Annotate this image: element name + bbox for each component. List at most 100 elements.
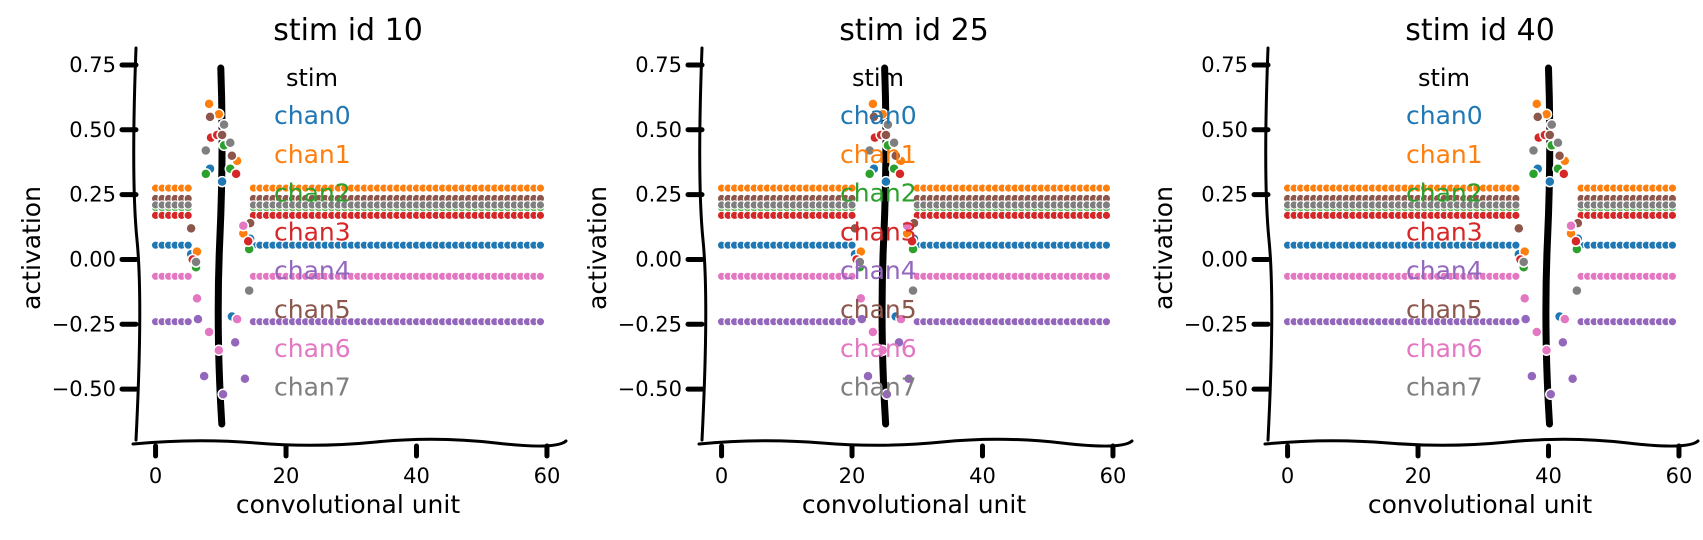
legend-entry-chan4: chan4 bbox=[840, 256, 917, 285]
y-tick-label: 0.00 bbox=[635, 247, 682, 271]
legend-entry-chan7: chan7 bbox=[1406, 373, 1483, 402]
data-point bbox=[876, 344, 889, 356]
data-point bbox=[863, 144, 876, 157]
data-point bbox=[1531, 98, 1543, 110]
series-chan4 bbox=[150, 313, 546, 401]
legend-entry-chan3: chan3 bbox=[274, 217, 351, 246]
data-point bbox=[1565, 219, 1577, 232]
markers bbox=[1282, 98, 1678, 401]
data-point bbox=[847, 200, 857, 210]
data-point bbox=[1511, 271, 1521, 282]
legend-entry-chan6: chan6 bbox=[840, 334, 917, 363]
y-tick-label: 0.50 bbox=[69, 118, 116, 142]
legend-title: stim bbox=[1418, 64, 1470, 92]
series-chan4 bbox=[1282, 313, 1678, 401]
data-point bbox=[226, 149, 238, 162]
data-point bbox=[535, 210, 546, 221]
data-point bbox=[856, 313, 868, 325]
data-point bbox=[183, 271, 193, 282]
data-point bbox=[204, 111, 216, 123]
data-point bbox=[183, 200, 193, 210]
legend-entry-chan1: chan1 bbox=[274, 140, 351, 169]
y-tick-label: 0.75 bbox=[635, 53, 682, 77]
data-point bbox=[1526, 370, 1538, 382]
x-tick-label: 40 bbox=[1535, 464, 1562, 488]
data-point bbox=[216, 175, 228, 188]
legend-entry-chan5: chan5 bbox=[274, 295, 351, 324]
y-tick-label: 0.25 bbox=[635, 183, 682, 207]
series-chan7 bbox=[1282, 118, 1678, 297]
data-point bbox=[216, 129, 228, 141]
data-point bbox=[1518, 292, 1531, 305]
x-tick-label: 20 bbox=[1405, 464, 1432, 488]
y-axis-line bbox=[132, 46, 142, 442]
x-tick-label: 40 bbox=[969, 464, 996, 488]
chart-panel-2: stim id 25 0.75 0.50 0.25 0.00 −0.25 −0.50 0 20 4… bbox=[583, 13, 1134, 519]
series-chan1 bbox=[1282, 98, 1678, 258]
x-axis-line bbox=[131, 437, 568, 448]
data-point bbox=[535, 200, 546, 210]
data-point bbox=[183, 240, 193, 250]
data-point bbox=[242, 235, 254, 248]
data-point bbox=[906, 235, 918, 248]
data-point bbox=[895, 313, 907, 325]
data-point bbox=[868, 111, 880, 123]
legend-entry-chan3: chan3 bbox=[1406, 217, 1483, 246]
x-tick-label: 60 bbox=[1100, 464, 1127, 488]
data-point bbox=[1513, 222, 1525, 235]
legend-entry-chan1: chan1 bbox=[1406, 140, 1483, 169]
data-point bbox=[1517, 256, 1530, 268]
series-chan6 bbox=[1282, 219, 1678, 356]
series-chan4 bbox=[716, 313, 1112, 401]
legend-title: stim bbox=[852, 64, 904, 92]
series-chan3 bbox=[1282, 129, 1678, 266]
legend: stim chan0 chan1 chan2 chan3 chan4 chan5 chan6 c… bbox=[274, 64, 351, 402]
data-point bbox=[1571, 284, 1583, 297]
data-point bbox=[224, 137, 237, 149]
data-point bbox=[185, 222, 197, 235]
data-point bbox=[198, 370, 210, 382]
y-axis-line bbox=[698, 46, 708, 442]
y-tick-label: 0.25 bbox=[1201, 183, 1248, 207]
data-point bbox=[880, 175, 892, 188]
data-point bbox=[854, 256, 866, 268]
y-tick-label: 0.50 bbox=[1201, 118, 1248, 142]
data-point bbox=[907, 284, 919, 297]
data-point bbox=[1101, 210, 1112, 221]
series-chan1 bbox=[150, 98, 546, 258]
data-point bbox=[867, 326, 879, 338]
x-axis-label: convolutional unit bbox=[802, 490, 1027, 519]
data-point bbox=[1101, 200, 1112, 210]
data-point bbox=[867, 98, 879, 110]
data-point bbox=[183, 316, 193, 327]
y-tick-label: 0.00 bbox=[1201, 247, 1248, 271]
data-point bbox=[1519, 313, 1532, 325]
data-point bbox=[1531, 111, 1544, 123]
data-point bbox=[903, 372, 915, 385]
data-point bbox=[230, 168, 242, 180]
y-axis-label: activation bbox=[1149, 186, 1178, 310]
legend-entry-chan2: chan2 bbox=[274, 179, 351, 208]
data-point bbox=[535, 183, 546, 193]
chart-title: stim id 10 bbox=[273, 13, 423, 48]
data-point bbox=[183, 210, 193, 221]
y-tick-label: −0.25 bbox=[1184, 312, 1248, 336]
data-point bbox=[1544, 129, 1556, 141]
data-point bbox=[881, 388, 893, 401]
data-point bbox=[1101, 183, 1112, 193]
data-point bbox=[1527, 168, 1540, 180]
y-tick-label: −0.50 bbox=[52, 377, 116, 401]
legend-entry-chan1: chan1 bbox=[840, 140, 917, 169]
chart-title: stim id 25 bbox=[839, 13, 989, 48]
data-point bbox=[847, 183, 857, 193]
x-axis-label: convolutional unit bbox=[1368, 490, 1593, 519]
legend-entry-chan0: chan0 bbox=[840, 101, 917, 130]
series-chan3 bbox=[150, 129, 546, 266]
data-point bbox=[1101, 271, 1112, 282]
data-point bbox=[1570, 235, 1582, 248]
legend-entry-chan0: chan0 bbox=[274, 101, 351, 130]
data-point bbox=[1667, 316, 1678, 327]
data-point bbox=[1545, 388, 1557, 401]
data-point bbox=[191, 292, 203, 305]
